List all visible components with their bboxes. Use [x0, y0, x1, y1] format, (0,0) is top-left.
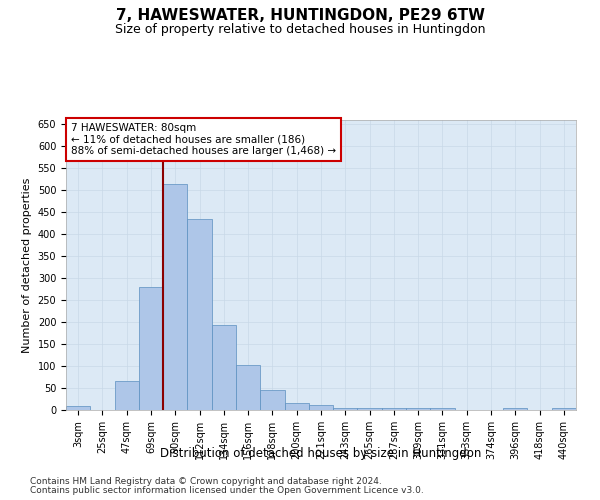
- Bar: [406, 408, 430, 410]
- Bar: [358, 408, 382, 410]
- Bar: [309, 405, 333, 410]
- Bar: [260, 390, 284, 410]
- Text: Contains HM Land Registry data © Crown copyright and database right 2024.: Contains HM Land Registry data © Crown c…: [30, 477, 382, 486]
- Text: Distribution of detached houses by size in Huntingdon: Distribution of detached houses by size …: [160, 448, 482, 460]
- Bar: [115, 382, 139, 410]
- Bar: [382, 408, 406, 410]
- Bar: [333, 408, 358, 410]
- Bar: [236, 364, 260, 410]
- Text: 7, HAWESWATER, HUNTINGDON, PE29 6TW: 7, HAWESWATER, HUNTINGDON, PE29 6TW: [115, 8, 485, 22]
- Bar: [552, 408, 576, 410]
- Bar: [187, 219, 212, 410]
- Bar: [284, 402, 309, 410]
- Text: Contains public sector information licensed under the Open Government Licence v3: Contains public sector information licen…: [30, 486, 424, 495]
- Text: Size of property relative to detached houses in Huntingdon: Size of property relative to detached ho…: [115, 22, 485, 36]
- Bar: [66, 406, 90, 410]
- Bar: [430, 408, 455, 410]
- Bar: [503, 408, 527, 410]
- Text: 7 HAWESWATER: 80sqm
← 11% of detached houses are smaller (186)
88% of semi-detac: 7 HAWESWATER: 80sqm ← 11% of detached ho…: [71, 123, 336, 156]
- Bar: [212, 325, 236, 410]
- Bar: [139, 287, 163, 410]
- Y-axis label: Number of detached properties: Number of detached properties: [22, 178, 32, 352]
- Bar: [163, 184, 187, 410]
